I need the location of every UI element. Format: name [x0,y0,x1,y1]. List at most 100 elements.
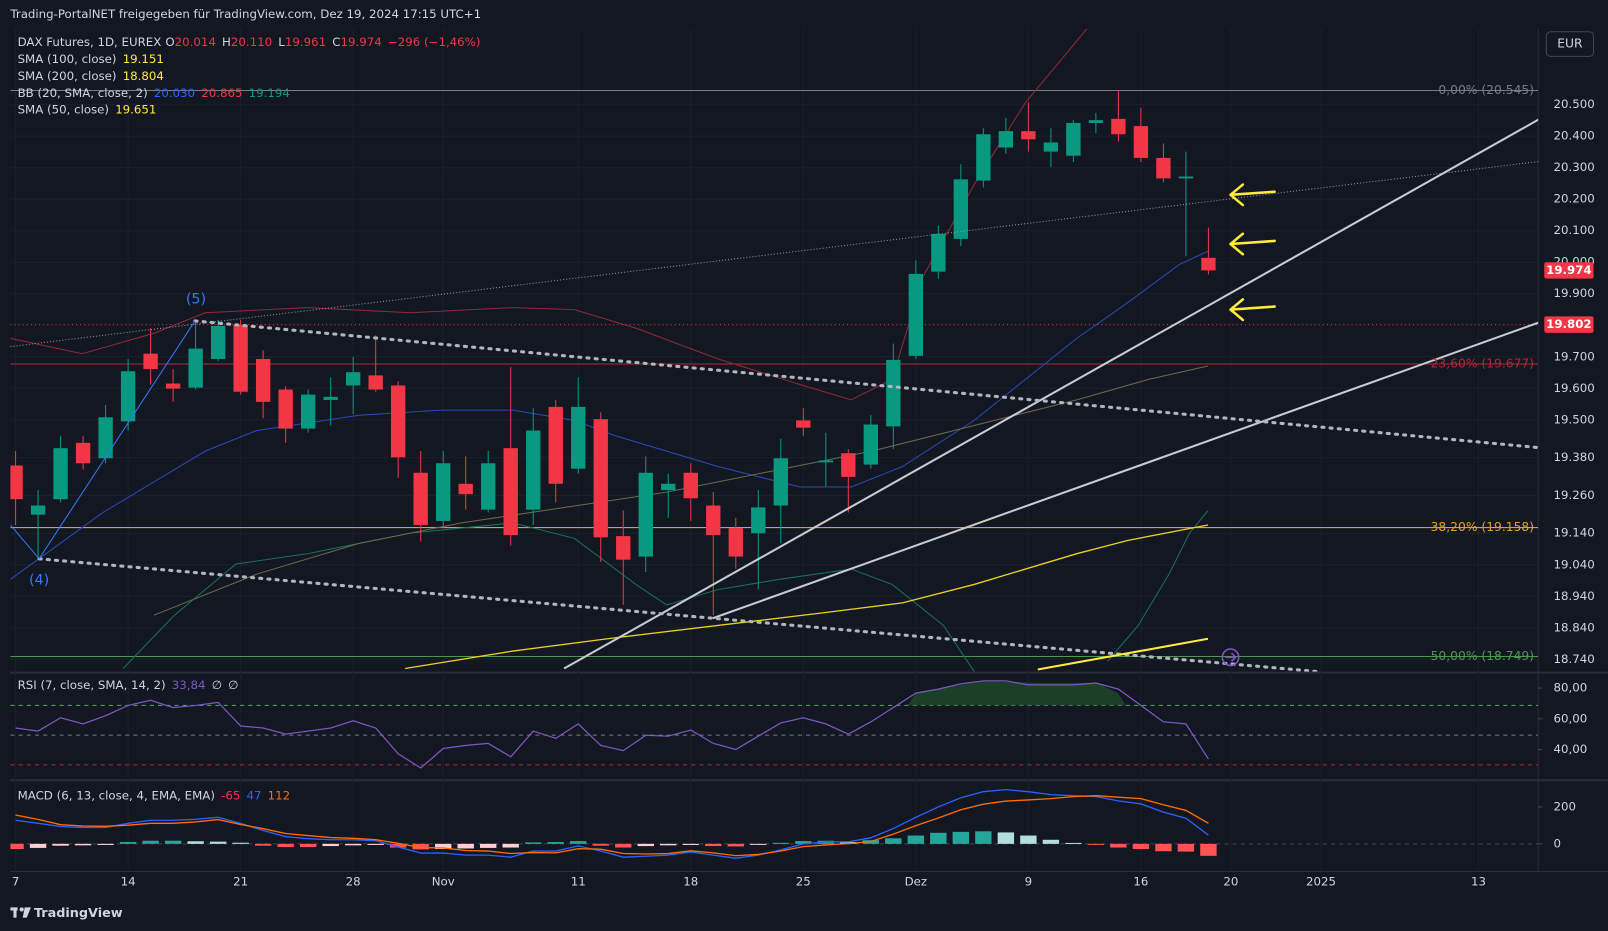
macd-histogram-bar [615,843,632,848]
ohlc-value: 20.014 [175,35,216,49]
candle-body [953,179,969,239]
macd-histogram-bar [660,843,677,846]
macd-histogram-bar [1155,843,1172,852]
candle-body [165,383,181,389]
candle-body [120,371,136,422]
candle-body [300,394,316,429]
candle-body [1178,176,1194,179]
macd-histogram-bar [457,843,474,849]
y-tick-label: 20.500 [1554,97,1595,111]
drawings [10,118,1539,672]
wave-label: (5) [186,291,206,307]
rsi-tick-label: 60,00 [1554,711,1588,725]
indicator-value: 19.194 [249,85,290,99]
candle-body [661,483,676,491]
logo-part [19,907,24,912]
candle-body [458,483,473,495]
grid [10,28,1543,872]
candle-body [345,372,361,386]
candle-body [53,448,68,500]
y-tick-label: 18.940 [1554,589,1595,603]
candle-body [436,463,451,521]
x-tick-label: 14 [121,874,136,888]
indicator-name: SMA (50, close) [18,102,109,116]
x-tick-label: 25 [796,874,811,888]
annotation-arrow [1229,183,1276,207]
x-tick-label: 28 [346,874,361,888]
macd-histogram-bar [322,843,339,847]
macd-histogram-bar [952,831,970,844]
y-tick-label: 20.400 [1554,129,1595,143]
macd-histogram-bar [187,841,204,844]
candle-body [75,442,91,464]
rsi-pane [10,680,1539,769]
candle-body [976,134,991,181]
macd-histogram-bar [299,843,317,847]
candle-body [233,324,248,392]
price-tag-label: 19.974 [1546,263,1591,277]
candle-body [1021,131,1036,140]
macd-histogram-bar [772,842,789,844]
ohlc-value: 20.110 [231,35,272,49]
macd-histogram-bar [344,843,362,846]
currency-label[interactable]: EUR [1557,37,1583,51]
legend: RSI (7, close, SMA, 14, 2) 33,84 ∅ ∅ MACD (6… [18,35,481,803]
rsi-title: RSI (7, close, SMA, 14, 2) [18,677,166,691]
candle-body [728,527,743,557]
x-tick-label: 9 [1025,874,1033,888]
macd-histogram-bar [997,832,1015,844]
candle-body [818,460,833,463]
overlays [10,28,1539,672]
candle-body [571,406,586,469]
macd-histogram-bar [1110,843,1127,848]
currency-button-frame[interactable] [1545,31,1595,57]
candles [10,90,1216,616]
change-value: −296 (−1,46%) [388,35,481,49]
y-tick-label: 19.900 [1554,286,1595,300]
macd-histogram-bar [52,843,69,846]
y-tick-label: 19.260 [1554,488,1595,502]
ohlc-key: C [332,35,340,49]
rsi-tick-label: 40,00 [1554,742,1588,756]
ohlc-value: 19.961 [285,35,326,49]
fib-level-label: 0,00% (20.545) [1438,83,1534,97]
candle-body [1201,257,1216,271]
indicator-name: SMA (100, close) [18,51,117,65]
axes: 20.50020.40020.30020.20020.10020.00019.9… [12,83,1595,888]
candle-body [188,348,203,388]
candle-body [931,233,946,272]
macd-histogram-bar [389,843,407,848]
y-tick-label: 20.300 [1554,160,1595,174]
currency-button[interactable]: EUR [1545,31,1595,57]
indicator-value: 20.865 [201,85,242,99]
y-tick-label: 20.200 [1554,192,1595,206]
indicator-legend: SMA (100, close) 19.151 [18,51,164,65]
candle-body [616,536,631,560]
candle-body [368,375,383,390]
y-tick-label: 19.500 [1554,412,1595,426]
macd-histogram-bar [1065,842,1082,844]
macd-histogram-value: -65 [221,788,240,802]
candle-body [143,353,158,370]
sma-100 [405,524,1209,670]
macd-histogram-bar [975,831,992,844]
macd-histogram-bar [840,842,857,844]
symbol-legend: DAX Futures, 1D, EUREX O20.014 H20.110 L19.… [18,35,481,49]
indicator-legend: SMA (50, close) 19.651 [18,102,157,116]
trend-line [712,321,1539,620]
macd-histogram-bar [209,841,227,844]
macd-histogram-bar [74,843,92,846]
ohlc-key: H [222,35,231,49]
macd-legend: MACD (6, 13, close, 4, EMA, EMA) -65 47 112 [18,788,291,802]
candle-body [391,385,406,458]
x-tick-label: Nov [432,874,455,888]
macd-histogram-bar [1177,843,1195,852]
candle-body [863,424,878,465]
rsi-line [15,680,1209,769]
brand-name: TradingView [34,906,123,921]
macd-pane [10,788,1539,859]
macd-histogram-bar [727,843,744,847]
ohlc-value: 19.974 [341,35,382,49]
candle-body [998,131,1014,148]
